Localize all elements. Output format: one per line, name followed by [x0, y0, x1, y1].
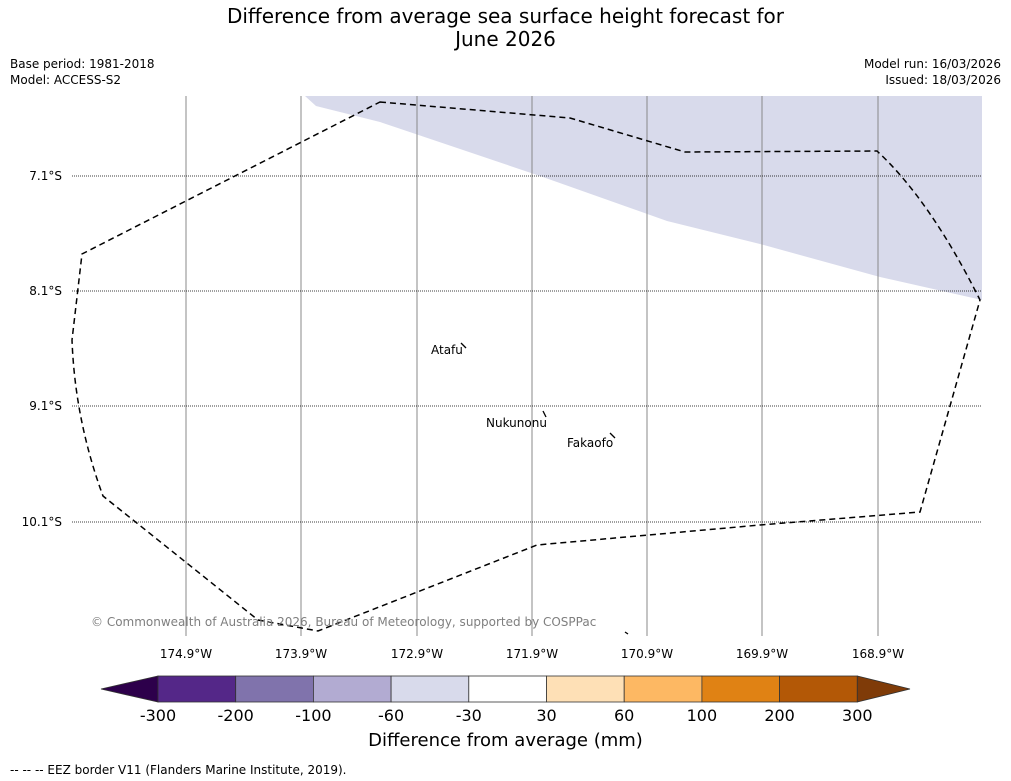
title-line-1: Difference from average sea surface heig…	[226, 4, 785, 28]
colorbar-tick: -30	[455, 706, 482, 725]
colorbar-segment	[235, 675, 314, 703]
title-line-2: June 2026	[455, 27, 556, 51]
lon-label: 171.9°W	[506, 647, 558, 661]
place-label-fakaofo: Fakaofo	[567, 436, 613, 450]
meta-left: Base period: 1981-2018 Model: ACCESS-S2	[10, 56, 155, 88]
model-name: Model: ACCESS-S2	[10, 73, 122, 87]
base-period: Base period: 1981-2018	[10, 57, 155, 71]
colorbar-segment	[157, 675, 237, 703]
eez-border	[71, 101, 981, 632]
colorbar-title: Difference from average (mm)	[368, 730, 643, 751]
lon-label: 174.9°W	[160, 647, 212, 661]
anomaly-shaded-region	[305, 96, 982, 300]
lon-label: 172.9°W	[391, 647, 443, 661]
lat-label: 7.1°S	[29, 169, 62, 183]
colorbar-segment	[623, 675, 703, 703]
colorbar-tick: -300	[139, 706, 177, 725]
copyright-notice: © Commonwealth of Australia 2026, Bureau…	[91, 615, 596, 629]
colorbar-segment	[312, 675, 392, 703]
colorbar-segment	[701, 675, 781, 703]
lat-label: 8.1°S	[29, 284, 62, 298]
colorbar-extend-right	[856, 675, 911, 703]
chart-title: Difference from average sea surface heig…	[0, 5, 1011, 51]
lon-label: 170.9°W	[621, 647, 673, 661]
lon-label: 169.9°W	[736, 647, 788, 661]
colorbar-segment	[546, 675, 625, 703]
colorbar-tick: -60	[378, 706, 405, 725]
colorbar-tick: 100	[686, 706, 718, 725]
colorbar-extend-left	[100, 675, 159, 703]
place-label-nukunonu: Nukunonu	[486, 416, 547, 430]
colorbar-tick: 200	[764, 706, 795, 725]
latitude-gridlines	[72, 175, 982, 523]
lat-label: 10.1°S	[22, 515, 62, 529]
lon-label: 168.9°W	[852, 647, 904, 661]
model-run: Model run: 16/03/2026	[863, 57, 1001, 71]
colorbar-segment	[779, 675, 858, 703]
colorbar	[100, 675, 911, 703]
place-label-atafu: Atafu	[431, 343, 463, 357]
longitude-gridlines	[185, 96, 879, 636]
small-islet-shape	[624, 631, 629, 635]
fakaofo-atoll-shape	[609, 432, 616, 439]
lon-label: 173.9°W	[275, 647, 327, 661]
issued-date: Issued: 18/03/2026	[885, 73, 1001, 87]
colorbar-tick: -100	[295, 706, 332, 725]
colorbar-tick: 30	[536, 706, 557, 725]
lat-label: 9.1°S	[29, 399, 62, 413]
colorbar-segment	[468, 675, 547, 703]
colorbar-tick: -200	[217, 706, 254, 725]
colorbar-segment	[390, 675, 470, 703]
meta-right: Model run: 16/03/2026 Issued: 18/03/2026	[864, 56, 1001, 88]
colorbar-tick: 300	[842, 706, 873, 725]
legend-footer: -- -- -- EEZ border V11 (Flanders Marine…	[10, 763, 347, 777]
nukunonu-atoll-shape	[542, 410, 547, 418]
atafu-atoll-shape	[460, 342, 467, 349]
colorbar-tick: 60	[614, 706, 635, 725]
